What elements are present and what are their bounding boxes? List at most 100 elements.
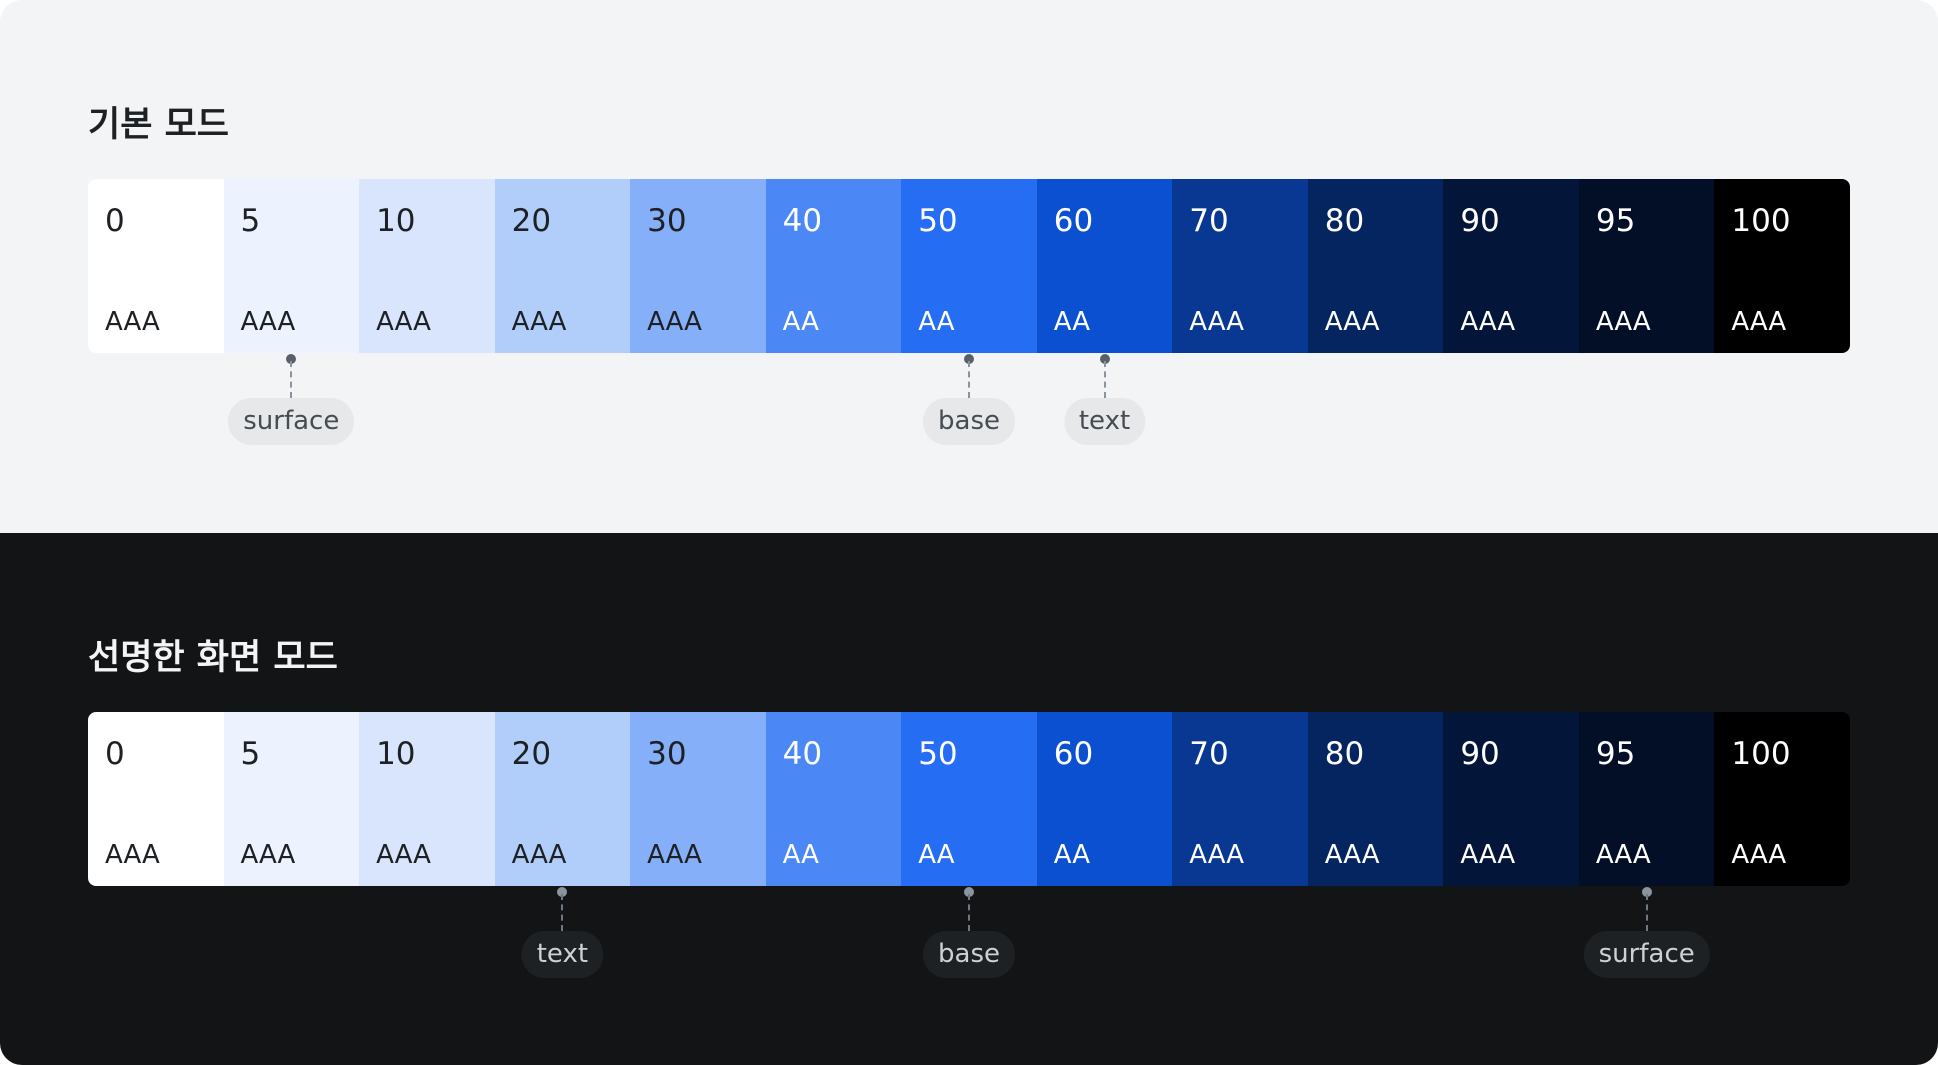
contrast-rating: AAA bbox=[1189, 839, 1245, 870]
color-swatch: 40 AA bbox=[765, 711, 902, 886]
color-swatch: 60 AA bbox=[1036, 711, 1173, 886]
contrast-rating: AAA bbox=[376, 307, 431, 337]
color-swatch: 80 AAA bbox=[1307, 179, 1444, 353]
contrast-rating: AA bbox=[782, 307, 819, 337]
contrast-rating: AAA bbox=[1460, 839, 1516, 870]
color-swatch: 30 AAA bbox=[630, 711, 766, 886]
swatch-step: 30 bbox=[647, 203, 687, 239]
contrast-rating: AAA bbox=[376, 839, 431, 870]
swatch-step: 70 bbox=[1189, 735, 1229, 772]
swatch-step: 90 bbox=[1460, 735, 1500, 772]
color-swatch: 100 AAA bbox=[1714, 179, 1850, 353]
color-swatch: 80 AAA bbox=[1307, 711, 1444, 886]
swatch-step: 90 bbox=[1460, 203, 1500, 239]
mode-section: 선명한 화면 모드 0 AAA 5 AAA 10 AAA 20 AAA 30 AAA 40 AA 50 AA… bbox=[0, 532, 1938, 1065]
connector-dot bbox=[1099, 354, 1110, 364]
mode-section: 기본 모드 0 AAA 5 AAA 10 AAA 20 AAA 30 AAA 40 AA 50 AA 60 AA… bbox=[0, 0, 1938, 533]
color-swatch: 60 AA bbox=[1036, 179, 1173, 353]
contrast-rating: AA bbox=[1053, 839, 1091, 870]
swatch-step: 40 bbox=[782, 203, 823, 239]
color-swatch: 0 AAA bbox=[88, 179, 224, 353]
color-swatch: 40 AA bbox=[765, 179, 902, 353]
swatch-step: 70 bbox=[1189, 203, 1229, 239]
swatch-step: 95 bbox=[1595, 203, 1636, 239]
connector-dot bbox=[964, 354, 974, 364]
token-label: base bbox=[923, 398, 1015, 445]
swatch-step: 20 bbox=[511, 203, 552, 239]
swatch-step: 80 bbox=[1324, 735, 1365, 772]
swatch-step: 50 bbox=[918, 735, 958, 772]
swatch-step: 0 bbox=[105, 735, 125, 772]
swatch-step: 10 bbox=[376, 735, 416, 772]
token-label: surface bbox=[228, 398, 355, 445]
connector-line bbox=[968, 361, 970, 398]
contrast-rating: AA bbox=[918, 839, 955, 870]
contrast-rating: AAA bbox=[240, 307, 296, 337]
contrast-rating: AAA bbox=[1595, 839, 1651, 870]
color-swatch: 10 AAA bbox=[359, 711, 495, 886]
color-swatch: 90 AAA bbox=[1443, 179, 1579, 353]
swatch-step: 50 bbox=[918, 203, 958, 239]
color-swatch: 20 AAA bbox=[494, 179, 631, 353]
contrast-rating: AAA bbox=[1731, 839, 1787, 870]
token-label: text bbox=[521, 930, 604, 978]
color-swatch: 0 AAA bbox=[88, 711, 224, 886]
contrast-rating: AAA bbox=[105, 839, 160, 870]
color-swatch: 5 AAA bbox=[223, 179, 360, 353]
section-title: 기본 모드 bbox=[88, 105, 229, 145]
color-swatch: 95 AAA bbox=[1578, 711, 1715, 886]
color-swatch: 50 AA bbox=[901, 711, 1037, 886]
swatch-step: 60 bbox=[1053, 203, 1094, 239]
section-title: 선명한 화면 모드 bbox=[88, 637, 338, 678]
swatch-step: 10 bbox=[376, 203, 416, 239]
color-swatch: 10 AAA bbox=[359, 179, 495, 353]
swatch-step: 60 bbox=[1053, 735, 1094, 772]
swatch-step: 100 bbox=[1731, 735, 1791, 772]
swatch-step: 20 bbox=[511, 735, 552, 772]
color-swatch: 30 AAA bbox=[630, 179, 766, 353]
swatch-step: 40 bbox=[782, 735, 823, 772]
connector-dot bbox=[1641, 886, 1652, 897]
contrast-rating: AAA bbox=[1731, 307, 1787, 337]
connector-line bbox=[968, 893, 970, 931]
connector-line bbox=[561, 893, 564, 931]
connector-line bbox=[1645, 893, 1648, 931]
color-swatch: 95 AAA bbox=[1578, 179, 1715, 353]
contrast-rating: AA bbox=[782, 839, 819, 870]
connector-dot bbox=[286, 354, 297, 364]
swatch-step: 5 bbox=[240, 735, 261, 772]
swatch-step: 95 bbox=[1595, 735, 1636, 772]
contrast-rating: AAA bbox=[511, 839, 567, 870]
contrast-rating: AAA bbox=[1324, 307, 1380, 337]
color-swatch: 70 AAA bbox=[1172, 179, 1308, 353]
contrast-rating: AA bbox=[918, 307, 955, 337]
swatch-step: 80 bbox=[1324, 203, 1365, 239]
swatch-step: 30 bbox=[647, 735, 687, 772]
contrast-rating: AA bbox=[1053, 307, 1091, 337]
contrast-rating: AAA bbox=[1460, 307, 1516, 337]
contrast-rating: AAA bbox=[647, 307, 702, 337]
contrast-rating: AAA bbox=[647, 839, 702, 870]
swatch-strip: 0 AAA 5 AAA 10 AAA 20 AAA 30 AAA 40 AA 50 AA 60 AA 70 AAA… bbox=[88, 179, 1850, 353]
connector-dot bbox=[964, 886, 974, 897]
contrast-rating: AAA bbox=[240, 839, 296, 870]
color-swatch: 50 AA bbox=[901, 179, 1037, 353]
contrast-rating: AAA bbox=[1324, 839, 1380, 870]
token-label: text bbox=[1063, 398, 1146, 445]
color-swatch: 5 AAA bbox=[223, 711, 360, 886]
token-label: base bbox=[923, 930, 1015, 978]
color-swatch: 90 AAA bbox=[1443, 711, 1579, 886]
contrast-rating: AAA bbox=[105, 307, 160, 337]
color-swatch: 20 AAA bbox=[494, 711, 631, 886]
connector-line bbox=[290, 361, 293, 398]
contrast-rating: AAA bbox=[1189, 307, 1245, 337]
connector-dot bbox=[557, 886, 568, 897]
swatch-step: 0 bbox=[105, 203, 125, 239]
connector-line bbox=[1103, 361, 1106, 398]
swatch-step: 100 bbox=[1731, 203, 1791, 239]
token-label: surface bbox=[1583, 930, 1710, 978]
swatch-step: 5 bbox=[240, 203, 261, 239]
contrast-rating: AAA bbox=[511, 307, 567, 337]
color-swatch: 70 AAA bbox=[1172, 711, 1308, 886]
